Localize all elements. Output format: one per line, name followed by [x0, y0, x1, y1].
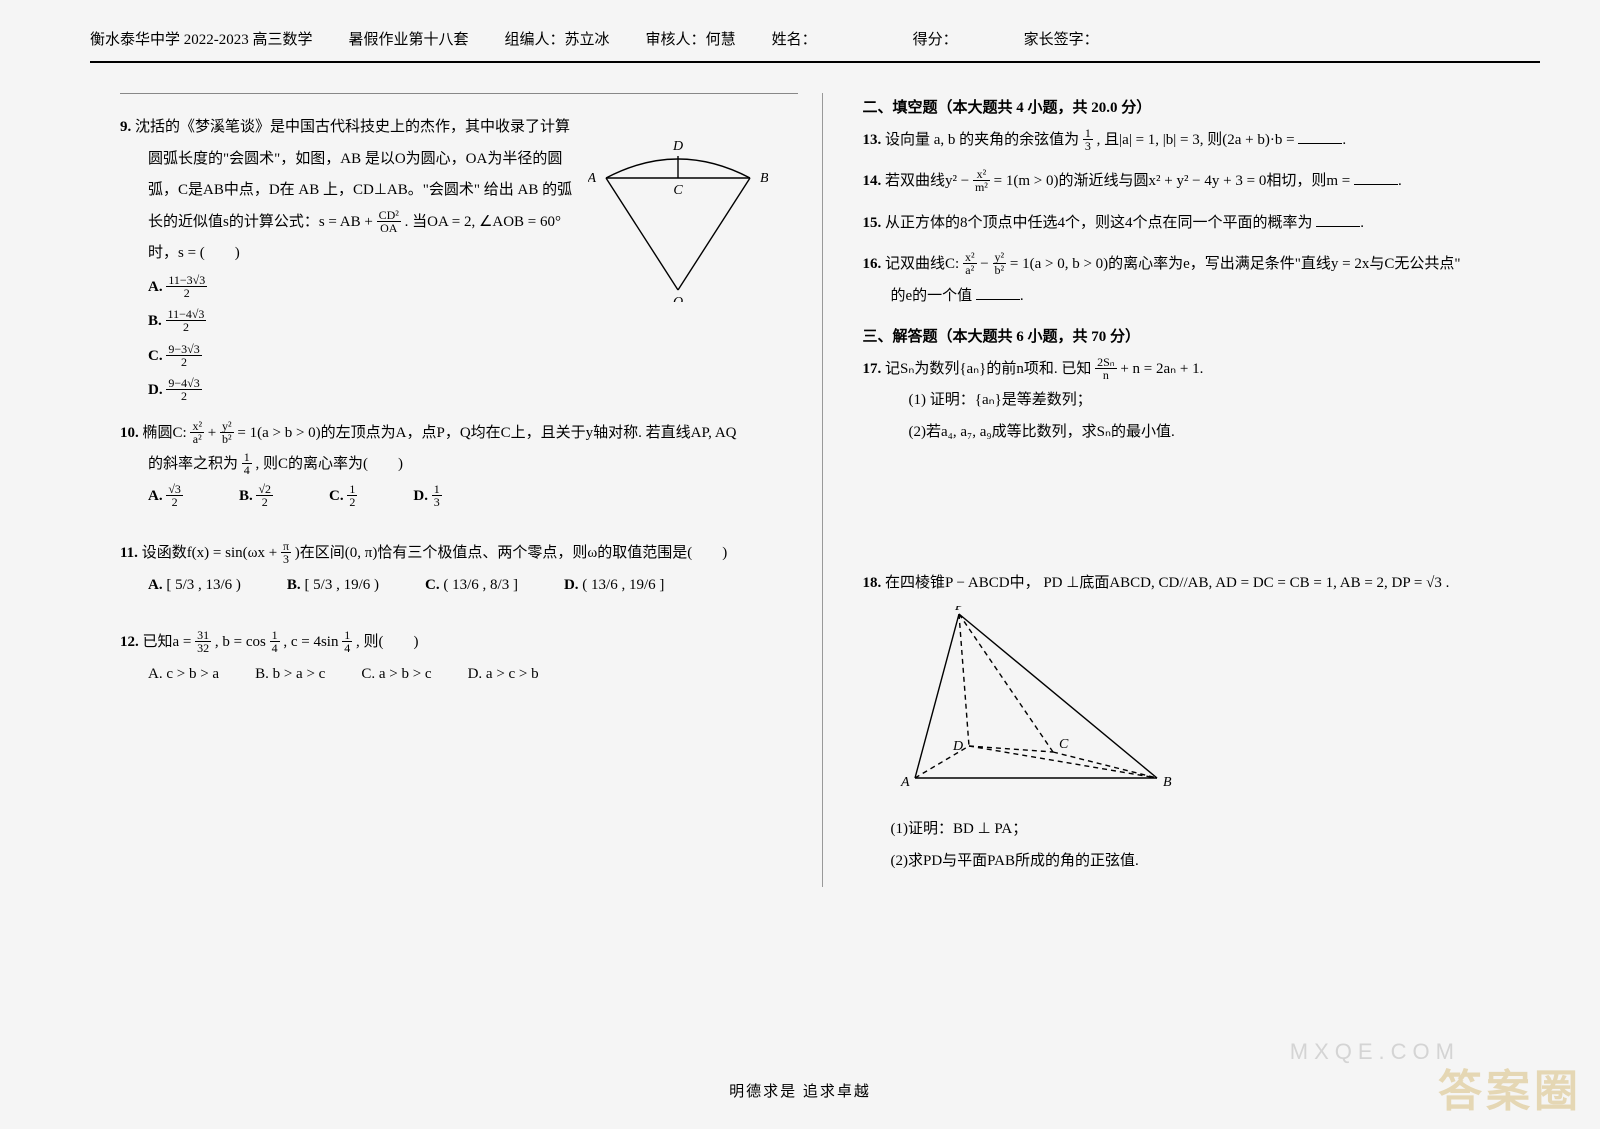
- section-2-title: 二、填空题（本大题共 4 小题，共 20.0 分）: [863, 93, 1541, 125]
- header-parent: 家长签字：: [1024, 28, 1099, 49]
- section-3-title: 三、解答题（本大题共 6 小题，共 70 分）: [863, 322, 1541, 354]
- q12-option-d: D. a > c > b: [468, 659, 539, 691]
- q11-option-a: A. [ 5/3 , 13/6 ): [148, 570, 241, 602]
- q12-option-b: B. b > a > c: [255, 659, 325, 691]
- header-reviewer: 审核人：何慧: [646, 28, 736, 49]
- page-footer: 明德求是 追求卓越: [0, 1080, 1600, 1101]
- question-16: 16. 记双曲线C: x²a² − y²b² = 1(a > 0, b > 0)…: [863, 249, 1541, 312]
- q18-figure: P A B D C: [897, 606, 1177, 796]
- question-17: 17. 记Sₙ为数列{aₙ}的前n项和. 已知 2Sₙn + n = 2aₙ +…: [863, 354, 1541, 449]
- question-10: 10. 椭圆C: x²a² + y²b² = 1(a > b > 0)的左顶点为…: [120, 418, 798, 513]
- svg-text:B: B: [760, 171, 768, 186]
- page-header: 衡水泰华中学 2022-2023 高三数学 暑假作业第十八套 组编人：苏立冰 审…: [0, 0, 1600, 59]
- q9-option-c: C. 9−3√32: [148, 339, 798, 374]
- svg-text:C: C: [1059, 737, 1069, 752]
- q12-option-c: C. a > b > c: [361, 659, 431, 691]
- svg-text:B: B: [1163, 775, 1172, 790]
- question-13: 13. 设向量 a, b 的夹角的余弦值为 13 , 且|a| = 1, |b|…: [863, 125, 1541, 157]
- question-15: 15. 从正方体的8个顶点中任选4个，则这4个点在同一个平面的概率为 .: [863, 208, 1541, 240]
- svg-text:A: A: [588, 171, 596, 186]
- header-set: 暑假作业第十八套: [349, 28, 469, 49]
- q9-option-d: D. 9−4√32: [148, 373, 798, 408]
- q11-option-d: D. ( 13/6 , 19/6 ]: [564, 570, 664, 602]
- header-score: 得分：: [913, 28, 958, 49]
- svg-text:P: P: [954, 606, 964, 614]
- svg-text:O: O: [672, 295, 682, 302]
- q9-figure: A B C D O: [588, 132, 768, 302]
- question-12: 12. 已知a = 3132 , b = cos 14 , c = 4sin 1…: [120, 627, 798, 690]
- page-body: ABCDO 9. 沈括的《梦溪笔谈》是中国古代科技史上的杰作，其中收录了计算 圆…: [0, 63, 1600, 887]
- question-11: 11. 设函数f(x) = sin(ωx + π3 )在区间(0, π)恰有三个…: [120, 538, 798, 601]
- svg-text:D: D: [671, 139, 682, 154]
- q11-option-c: C. ( 13/6 , 8/3 ]: [425, 570, 518, 602]
- q9-option-b: B. 11−4√32: [148, 304, 798, 339]
- svg-text:A: A: [900, 775, 910, 790]
- question-14: 14. 若双曲线y² − x²m² = 1(m > 0)的渐近线与圆x² + y…: [863, 166, 1541, 198]
- watermark-url: MXQE.COM: [1290, 1039, 1460, 1065]
- question-18: 18. 在四棱锥P − ABCD中， PD ⊥底面ABCD, CD//AB, A…: [863, 568, 1541, 877]
- question-9: ABCDO 9. 沈括的《梦溪笔谈》是中国古代科技史上的杰作，其中收录了计算 圆…: [120, 112, 798, 408]
- right-column: 二、填空题（本大题共 4 小题，共 20.0 分） 13. 设向量 a, b 的…: [853, 93, 1541, 887]
- q12-option-a: A. c > b > a: [148, 659, 219, 691]
- watermark-main: 答案圈: [1438, 1055, 1582, 1119]
- q10-option-c: C. 12: [329, 481, 357, 513]
- q10-option-b: B. √22: [239, 481, 273, 513]
- svg-text:C: C: [673, 183, 683, 198]
- q10-option-d: D. 13: [413, 481, 441, 513]
- header-school: 衡水泰华中学 2022-2023 高三数学: [90, 28, 313, 49]
- left-column: ABCDO 9. 沈括的《梦溪笔谈》是中国古代科技史上的杰作，其中收录了计算 圆…: [120, 93, 823, 887]
- header-name: 姓名：: [772, 28, 817, 49]
- header-editor: 组编人：苏立冰: [505, 28, 610, 49]
- q10-option-a: A. √32: [148, 481, 183, 513]
- q11-option-b: B. [ 5/3 , 19/6 ): [287, 570, 379, 602]
- svg-text:D: D: [952, 739, 963, 754]
